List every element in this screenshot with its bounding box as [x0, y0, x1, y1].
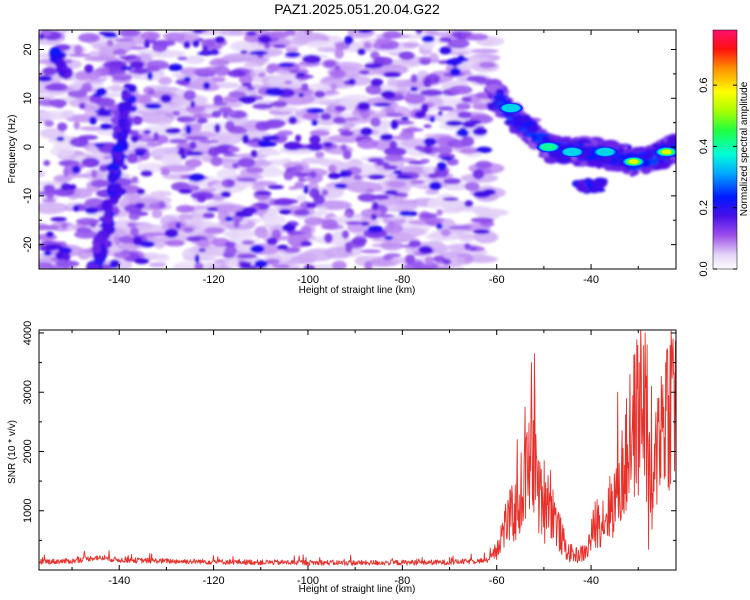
spectrogram-x-tick-label: -80 [394, 274, 410, 286]
snr-panel: -140 -120 -100 -80 -60 -40 1000 2000 3000 4000 H… [7, 321, 677, 595]
colorbar-tick-label: 0.0 [698, 261, 710, 276]
snr-x-tick-label: -120 [203, 575, 225, 587]
snr-y-ticks: 1000 2000 3000 4000 [22, 321, 676, 541]
snr-y-tick-label: 2000 [22, 439, 34, 463]
spectrogram-x-tick-label: -100 [297, 274, 319, 286]
colorbar-tick-label: 0.2 [698, 200, 710, 215]
colorbar-tick-label: 0.6 [698, 78, 710, 93]
spectrogram-y-tick-label: -10 [22, 188, 34, 204]
spectral-peak-3 [560, 146, 585, 158]
spectrogram-x-tick-label: -40 [583, 274, 599, 286]
spectral-peak-6 [654, 146, 676, 158]
spectrogram-frame [38, 29, 677, 270]
spectral-peak-2 [536, 141, 561, 153]
snr-x-tick-label: -80 [394, 575, 410, 587]
spectrogram-x-label: Height of straight line (km) [299, 285, 416, 296]
spectrogram-x-tick-label: -140 [108, 274, 130, 286]
spectrogram-heatmap [39, 30, 676, 269]
spectrogram-x-tick-label: -60 [489, 274, 505, 286]
spectrogram-y-tick-label: 10 [22, 92, 34, 104]
spectrogram-y-tick-label: 20 [22, 43, 34, 55]
spectral-peak-1 [498, 102, 523, 114]
snr-x-label: Height of straight line (km) [299, 584, 416, 595]
snr-y-tick-label: 3000 [22, 380, 34, 404]
colorbar-ticks: 0.0 0.2 0.4 0.6 [698, 78, 737, 277]
spectral-peak-5 [621, 156, 646, 167]
snr-plot-area [39, 330, 676, 570]
snr-y-tick-label: 1000 [22, 498, 34, 522]
snr-x-tick-label: -60 [489, 575, 505, 587]
snr-y-tick-label: 4000 [22, 321, 34, 345]
snr-x-ticks: -140 -120 -100 -80 -60 -40 [71, 330, 639, 587]
spectrogram-y-tick-label: -20 [22, 237, 34, 253]
colorbar-tick-label: 0.4 [698, 139, 710, 154]
spectral-peak-4 [593, 146, 618, 158]
colorbar: 0.0 0.2 0.4 0.6 Normalized spectral amplitu… [698, 29, 750, 277]
snr-x-tick-label: -140 [108, 575, 130, 587]
colorbar-label: Normalized spectral amplitude [739, 81, 750, 216]
chart-title: PAZ1.2025.051.20.04.G22 [274, 1, 440, 17]
spectrogram-x-ticks: -140 -120 -100 -80 -60 -40 [71, 30, 639, 286]
spectrogram-y-ticks: -20 -10 0 10 20 [22, 43, 676, 270]
snr-x-tick-label: -100 [297, 575, 319, 587]
spectrogram-y-tick-label: 0 [22, 144, 34, 150]
snr-y-label: SNR (10 * v/v) [7, 420, 18, 484]
colorbar-gradient [712, 29, 738, 270]
snr-x-tick-label: -40 [583, 575, 599, 587]
snr-series-line [39, 330, 676, 566]
spectrogram-y-label: Frequency (Hz) [7, 115, 18, 184]
spectrogram-x-tick-label: -120 [203, 274, 225, 286]
snr-frame [38, 329, 677, 571]
